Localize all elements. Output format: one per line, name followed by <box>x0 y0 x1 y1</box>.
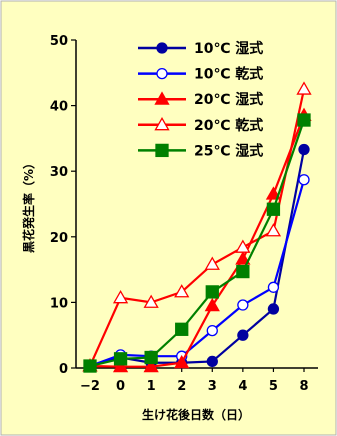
data-point <box>143 358 159 373</box>
x-tick-label: 1 <box>147 379 156 394</box>
legend-item: 10℃ 湿式 <box>138 40 263 57</box>
data-point <box>237 329 249 341</box>
legend-marker <box>156 67 168 80</box>
x-tick-label: 0 <box>116 379 125 394</box>
y-tick-label: 0 <box>59 362 68 377</box>
x-tick-labels: −2 0 1 2 3 4 5 8 <box>80 368 309 394</box>
data-point <box>297 113 311 127</box>
legend-label: 20℃ 湿式 <box>194 91 263 108</box>
y-tick-label: 10 <box>50 296 68 311</box>
x-tick-label: 8 <box>299 379 308 394</box>
data-point <box>112 358 129 373</box>
data-point <box>265 223 282 237</box>
legend-label: 10℃ 湿式 <box>194 40 263 57</box>
data-point <box>236 264 250 279</box>
y-tick-label: 40 <box>50 100 68 115</box>
data-point <box>267 303 280 315</box>
legend-marker <box>156 42 168 54</box>
data-point <box>204 297 220 312</box>
y-tick-label: 50 <box>50 34 68 49</box>
data-point <box>144 350 158 365</box>
legend-marker <box>155 143 169 158</box>
legend-label: 20℃ 乾式 <box>194 117 263 134</box>
legend-marker <box>154 91 170 105</box>
data-point <box>298 143 310 156</box>
data-point <box>267 281 280 293</box>
series-5 <box>83 113 311 373</box>
series-4 <box>82 81 312 372</box>
legend-item: 20℃ 湿式 <box>138 91 263 108</box>
data-point <box>237 299 249 311</box>
data-point <box>112 289 129 304</box>
data-point <box>204 256 220 270</box>
data-point <box>143 294 159 308</box>
x-tick-label: 4 <box>238 379 247 394</box>
legend-label: 25℃ 湿式 <box>194 142 263 159</box>
data-point <box>296 81 312 95</box>
x-tick-label: 3 <box>208 379 217 394</box>
legend-item: 25℃ 湿式 <box>138 142 263 159</box>
data-point <box>235 239 251 253</box>
data-point <box>266 202 281 216</box>
x-tick-label: −2 <box>80 379 100 394</box>
x-tick-label: 2 <box>177 379 186 394</box>
y-tick-label: 30 <box>50 165 68 180</box>
data-point <box>113 352 128 366</box>
series-layer <box>82 81 312 373</box>
data-point <box>205 285 219 299</box>
data-point <box>175 322 189 336</box>
x-axis-title: 生け花後日数（日） <box>142 407 250 422</box>
legend-item: 20℃ 乾式 <box>138 117 263 134</box>
y-tick-label: 20 <box>50 231 68 246</box>
data-point <box>298 174 310 186</box>
legend-label: 10℃ 乾式 <box>194 66 263 83</box>
y-axis-title: 黒花発生率（%） <box>21 157 36 253</box>
data-point <box>235 251 251 265</box>
legend: 10℃ 湿式 10℃ 乾式 20℃ 湿式 20℃ 乾式 25℃ 湿式 <box>138 40 263 159</box>
data-point <box>206 355 218 368</box>
data-point <box>174 284 190 298</box>
data-point <box>83 359 97 373</box>
data-point <box>206 324 218 337</box>
legend-marker <box>154 116 170 131</box>
x-tick-label: 5 <box>269 379 278 394</box>
y-tick-labels: 0 10 20 30 40 50 <box>50 34 76 377</box>
data-point <box>174 354 190 369</box>
legend-item: 10℃ 乾式 <box>138 66 263 83</box>
data-point <box>265 186 282 200</box>
